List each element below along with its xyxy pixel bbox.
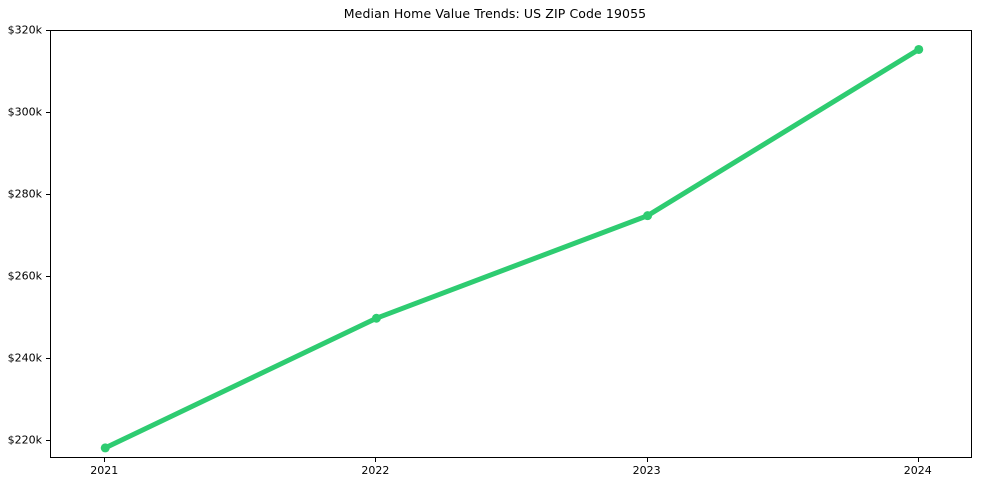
x-axis-tick-mark [375, 458, 376, 462]
y-axis-tick-label: $320k [7, 23, 42, 37]
x-axis-tick-mark [918, 458, 919, 462]
y-axis-tick-mark [46, 30, 50, 31]
data-point-marker [914, 44, 924, 54]
y-axis-tick-mark [46, 358, 50, 359]
x-axis-tick-label: 2024 [903, 464, 932, 477]
x-axis-tick-label: 2021 [90, 464, 119, 477]
y-axis-tick-label: $220k [7, 433, 42, 447]
x-axis-tick-label: 2023 [632, 464, 661, 477]
x-axis-tick-mark [104, 458, 105, 462]
y-axis-tick-labels: $220k $240k $260k $280k $300k $320k [0, 0, 42, 490]
y-axis-tick-mark [46, 276, 50, 277]
data-point-marker [371, 313, 381, 323]
chart-title: Median Home Value Trends: US ZIP Code 19… [343, 6, 647, 21]
series-line [102, 46, 922, 451]
plot-area [50, 30, 972, 458]
y-axis-tick-mark [46, 440, 50, 441]
data-point-marker [100, 443, 110, 453]
y-axis-tick-label: $260k [7, 269, 42, 283]
y-axis-tick-mark [46, 194, 50, 195]
line-series-median-home-value [100, 44, 924, 453]
series-markers [100, 44, 924, 453]
data-point-marker [643, 211, 653, 221]
x-axis-tick-label: 2022 [361, 464, 390, 477]
y-axis-tick-label: $300k [7, 105, 42, 119]
x-axis-tick-mark [647, 458, 648, 462]
y-axis-tick-mark [46, 112, 50, 113]
y-axis-tick-label: $280k [7, 187, 42, 201]
y-axis-tick-label: $240k [7, 351, 42, 365]
